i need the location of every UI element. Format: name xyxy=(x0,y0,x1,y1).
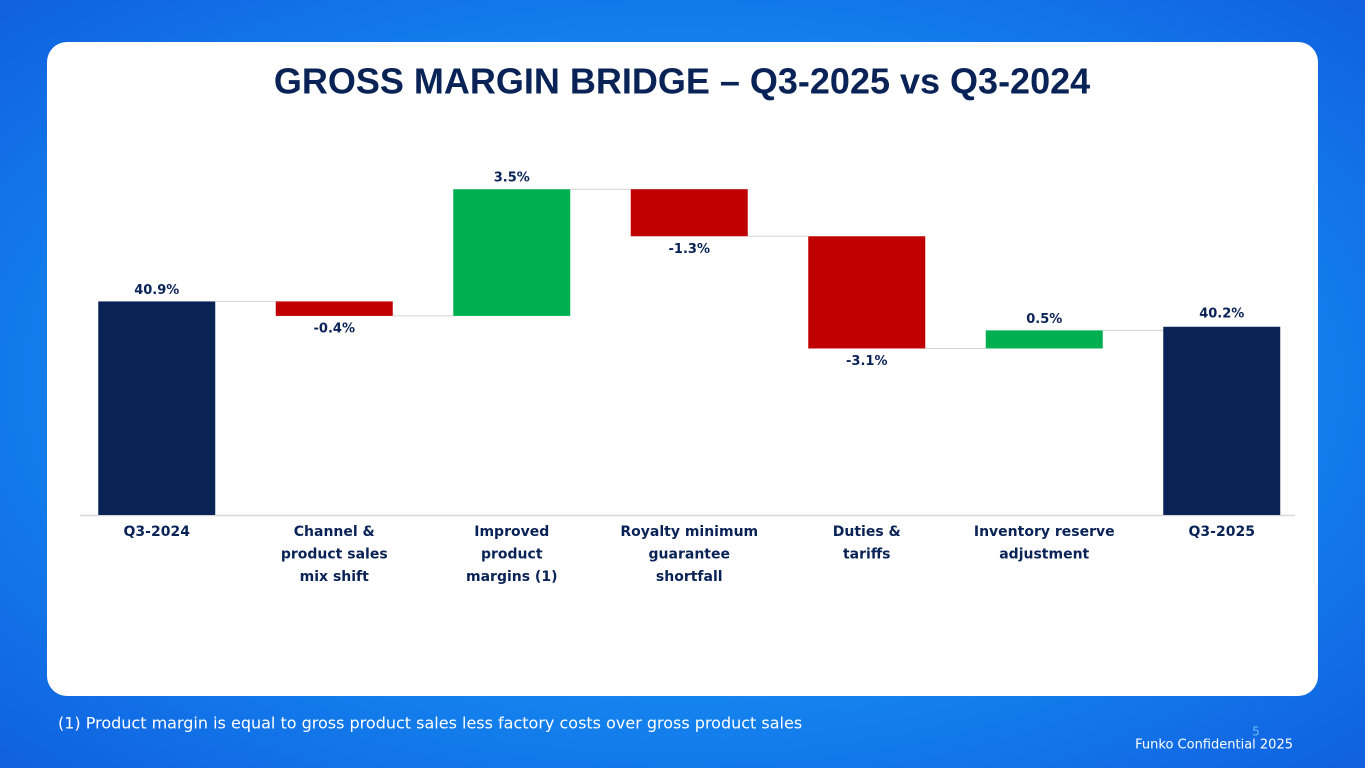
footer: Funko Confidential 2025 xyxy=(1135,738,1293,753)
bar xyxy=(985,330,1103,349)
x-tick-label: Q3-2024 xyxy=(124,524,191,540)
value-label: -1.3% xyxy=(669,242,710,257)
bar xyxy=(1163,326,1281,515)
card xyxy=(47,42,1318,696)
chart-title: GROSS MARGIN BRIDGE – Q3-2025 vs Q3-2024 xyxy=(274,61,1090,102)
value-label: 0.5% xyxy=(1026,312,1062,327)
bar xyxy=(453,189,571,316)
value-label: 40.2% xyxy=(1199,306,1244,321)
x-tick-label: Improved product margins (1) xyxy=(466,524,557,585)
value-label: -0.4% xyxy=(314,321,355,336)
x-tick-label: Royalty minimum guarantee shortfall xyxy=(620,524,758,585)
x-tick-label: Duties & tariffs xyxy=(833,524,901,563)
x-tick-label: Inventory reserve adjustment xyxy=(974,524,1115,563)
footnote: (1) Product margin is equal to gross pro… xyxy=(58,714,802,733)
bar xyxy=(630,189,748,237)
bar xyxy=(808,236,926,349)
value-label: 3.5% xyxy=(494,171,530,186)
page-number: 5 xyxy=(1252,725,1260,739)
bar xyxy=(275,301,393,316)
value-label: -3.1% xyxy=(846,354,887,369)
x-tick-label: Q3-2025 xyxy=(1189,524,1255,540)
bar xyxy=(98,301,216,515)
value-label: 40.9% xyxy=(134,283,179,298)
x-tick-label: Channel & product sales mix shift xyxy=(281,524,388,585)
